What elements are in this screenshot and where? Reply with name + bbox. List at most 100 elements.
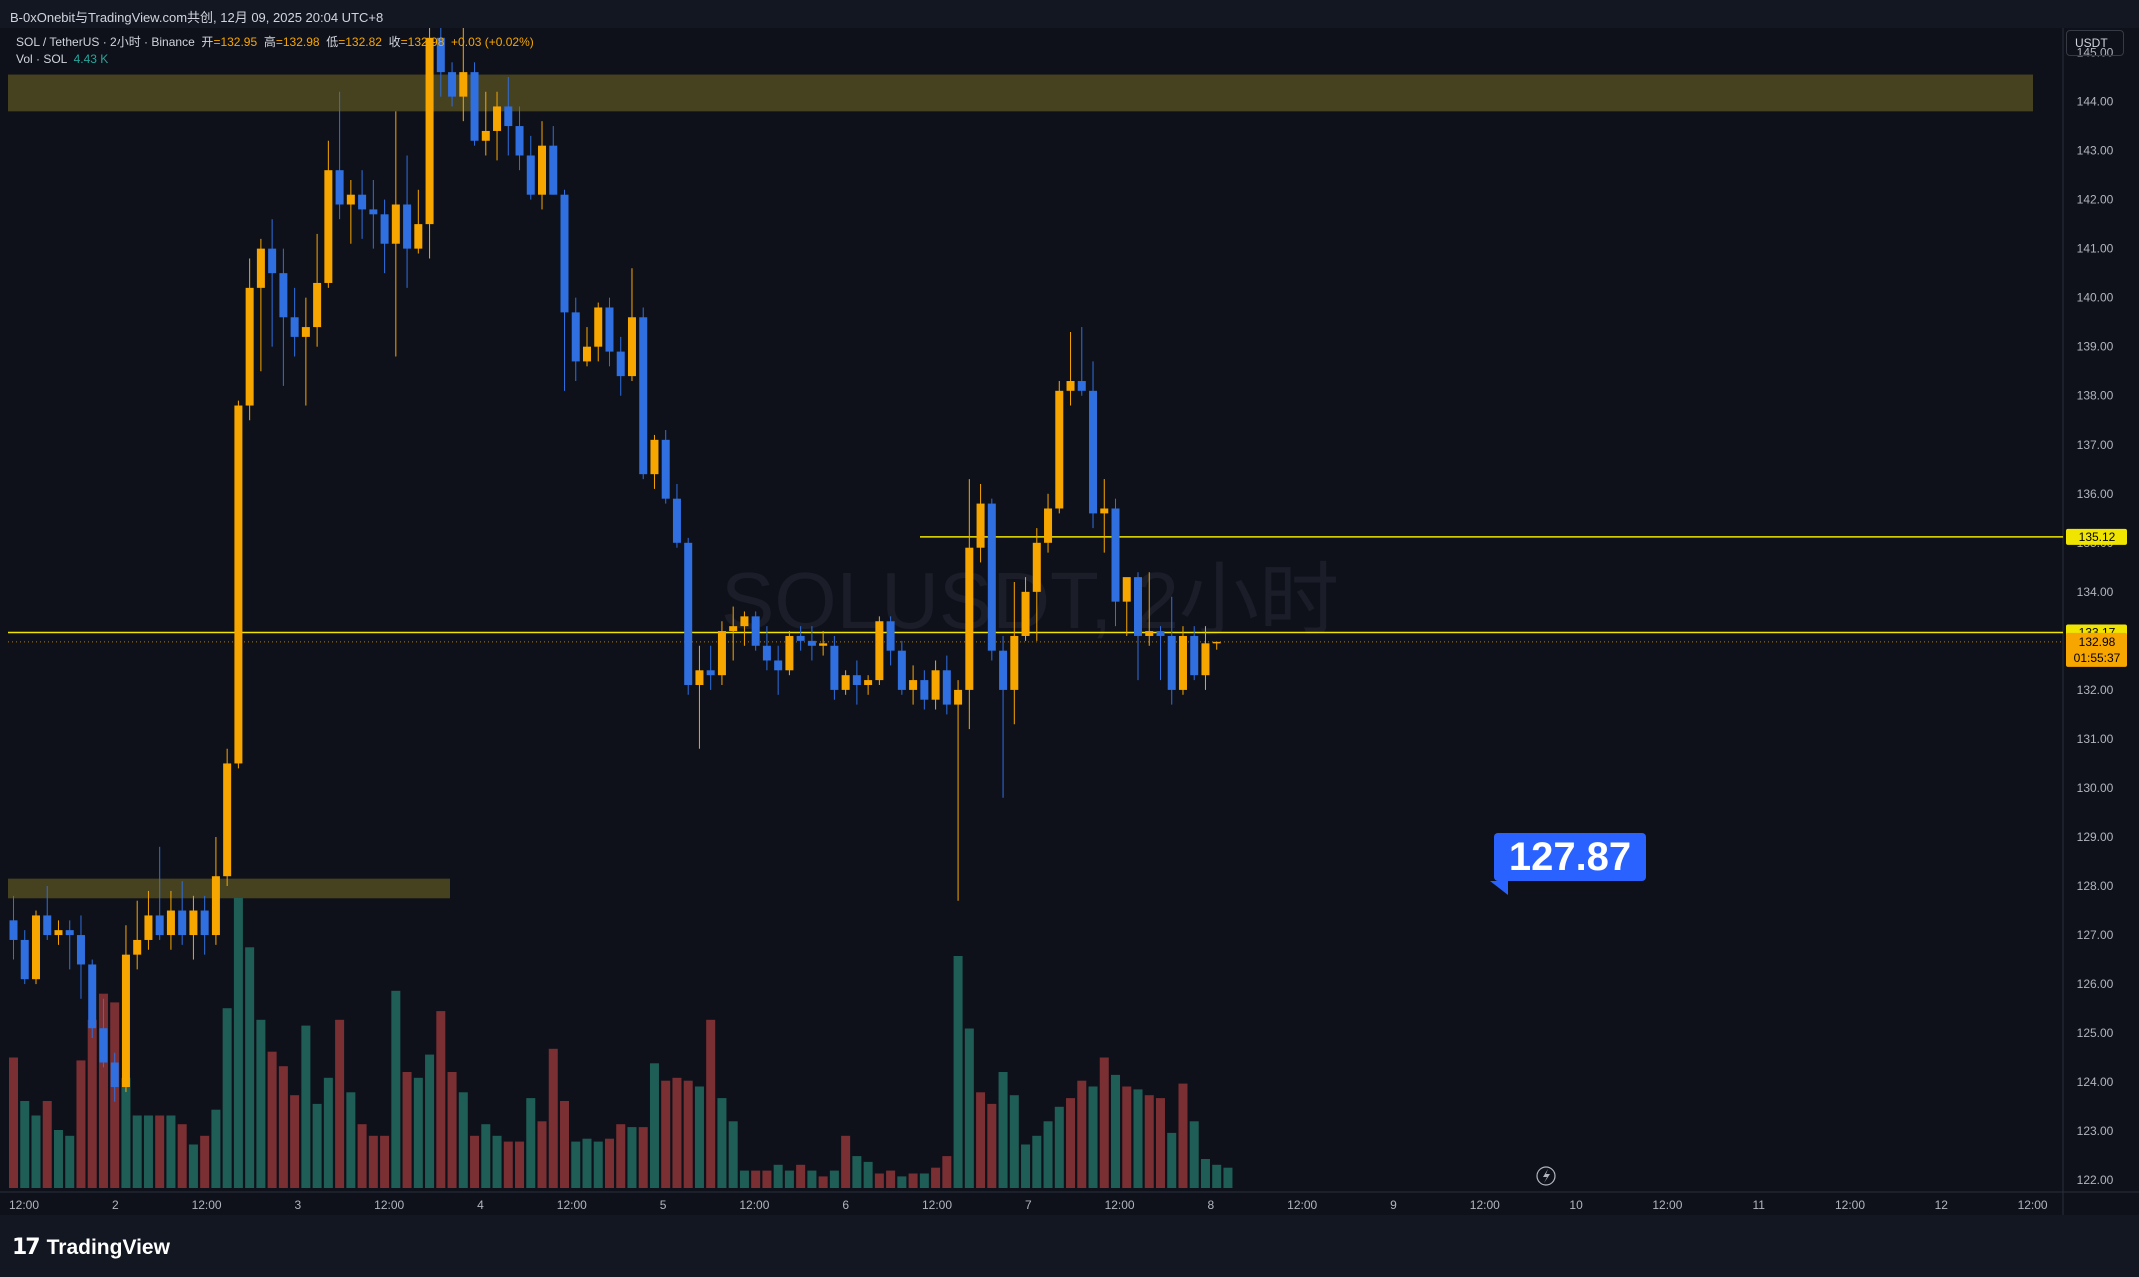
volume-bar [503, 1141, 513, 1188]
candle-body [121, 954, 130, 1088]
legend-open: =132.95 [213, 35, 258, 49]
candle-body [1178, 635, 1187, 690]
price-tick-label: 144.00 [2077, 95, 2114, 109]
volume-bar [335, 1019, 345, 1188]
legend-volume-label[interactable]: Vol · SOL [16, 52, 67, 66]
volume-bar [233, 898, 243, 1188]
volume-bar [155, 1115, 165, 1188]
candle-body [245, 287, 254, 406]
footer: 17 TradingView [0, 1215, 2139, 1277]
volume-bar [717, 1098, 727, 1188]
candle-body [133, 939, 142, 955]
volume-bar [143, 1115, 153, 1188]
volume-bar [65, 1135, 75, 1188]
time-tick-label: 12:00 [374, 1198, 404, 1212]
volume-bar [436, 1011, 446, 1188]
candle-body [1111, 508, 1120, 602]
volume-bar [222, 1008, 232, 1188]
candle-body [909, 680, 918, 690]
price-label-resistance: 135.12 [2079, 530, 2116, 544]
candle-body [1134, 577, 1142, 636]
volume-bar [87, 1019, 97, 1188]
volume-bar [492, 1135, 502, 1188]
volume-bar [515, 1141, 525, 1188]
candle-body [987, 503, 996, 651]
volume-bar [211, 1109, 221, 1188]
candle-body [616, 351, 625, 377]
candle-body [301, 327, 310, 337]
volume-bar [998, 1072, 1008, 1188]
volume-bar [908, 1173, 918, 1188]
candle-body [650, 439, 659, 475]
candle-body [1145, 631, 1154, 636]
support-zone [8, 878, 450, 899]
candle-body [481, 130, 490, 141]
volume-bar [290, 1095, 300, 1188]
legend-low-label: 低 [326, 35, 339, 49]
volume-bar [964, 1028, 974, 1188]
price-label-countdown: 01:55:37 [2074, 651, 2121, 665]
tradingview-brand[interactable]: 17 TradingView [12, 1235, 170, 1260]
resistance-zone [8, 74, 2033, 112]
currency-button[interactable]: USDT [2066, 30, 2124, 56]
volume-bar [874, 1173, 884, 1188]
candle-body [290, 317, 299, 337]
time-tick-label: 4 [477, 1198, 484, 1212]
chart-area[interactable]: SOLUSDT, 2小时 122.00 123.00 124.00 125.00 126.… [0, 28, 2139, 1215]
legend-symbol[interactable]: SOL / TetherUS · 2小时 · Binance [16, 35, 195, 49]
volume-bar [368, 1135, 378, 1188]
volume-bar [537, 1121, 547, 1188]
volume-bar [582, 1138, 592, 1188]
candle-body [1167, 635, 1176, 690]
volume-bar [661, 1080, 671, 1188]
volume-bar [53, 1130, 63, 1188]
volume-bar [42, 1101, 52, 1188]
volume-bar [987, 1103, 997, 1188]
symbol-watermark: SOLUSDT, 2小时 [721, 556, 1339, 645]
volume-bar [706, 1019, 716, 1188]
volume-bar [9, 1057, 18, 1188]
volume-bar [413, 1077, 423, 1188]
price-callout[interactable]: 127.87 [1490, 833, 1646, 895]
volume-bar [593, 1141, 603, 1188]
volume-bar [1167, 1132, 1177, 1188]
candle-body [1156, 631, 1165, 636]
price-tick-label: 138.00 [2077, 389, 2114, 403]
candle-body [560, 194, 569, 313]
candle-body [9, 920, 18, 940]
volume-bar [1144, 1095, 1154, 1188]
price-label-resistance-bg [2066, 528, 2127, 545]
volume-bar [931, 1167, 941, 1188]
price-tick-label: 143.00 [2077, 144, 2114, 158]
time-tick-label: 11 [1752, 1198, 1765, 1212]
volume-bar [604, 1138, 614, 1188]
candle-body [538, 145, 547, 195]
volume-bar [942, 1156, 952, 1188]
price-tick-label: 126.00 [2077, 977, 2114, 991]
price-tick-label: 141.00 [2077, 242, 2114, 256]
volume-bar [953, 956, 963, 1188]
volume-bar [1043, 1121, 1053, 1188]
candlestick-chart[interactable]: SOLUSDT, 2小时 122.00 123.00 124.00 125.00 126.… [0, 28, 2139, 1215]
volume-bar [807, 1170, 817, 1188]
volume-bar [683, 1080, 693, 1188]
time-tick-label: 12:00 [922, 1198, 952, 1212]
volume-bar [1212, 1164, 1222, 1188]
price-tick-label: 142.00 [2077, 193, 2114, 207]
volume-bar [1054, 1106, 1064, 1188]
candle-body [549, 145, 558, 195]
candle-body [1066, 381, 1075, 391]
time-tick-label: 5 [660, 1198, 667, 1212]
candle-body [493, 106, 502, 131]
volume-bar [976, 1092, 986, 1188]
candle-body [729, 626, 738, 632]
volume-bar [447, 1072, 457, 1188]
price-axis: 122.00 123.00 124.00 125.00 126.00 127.00 128.… [2077, 46, 2114, 1188]
candle-body [1201, 643, 1210, 676]
candle-body [807, 640, 816, 646]
candle-body [200, 910, 209, 936]
legend-volume-value: 4.43 K [73, 52, 109, 66]
volume-bar [256, 1019, 266, 1188]
candle-body [436, 37, 445, 73]
candle-body [369, 209, 378, 215]
